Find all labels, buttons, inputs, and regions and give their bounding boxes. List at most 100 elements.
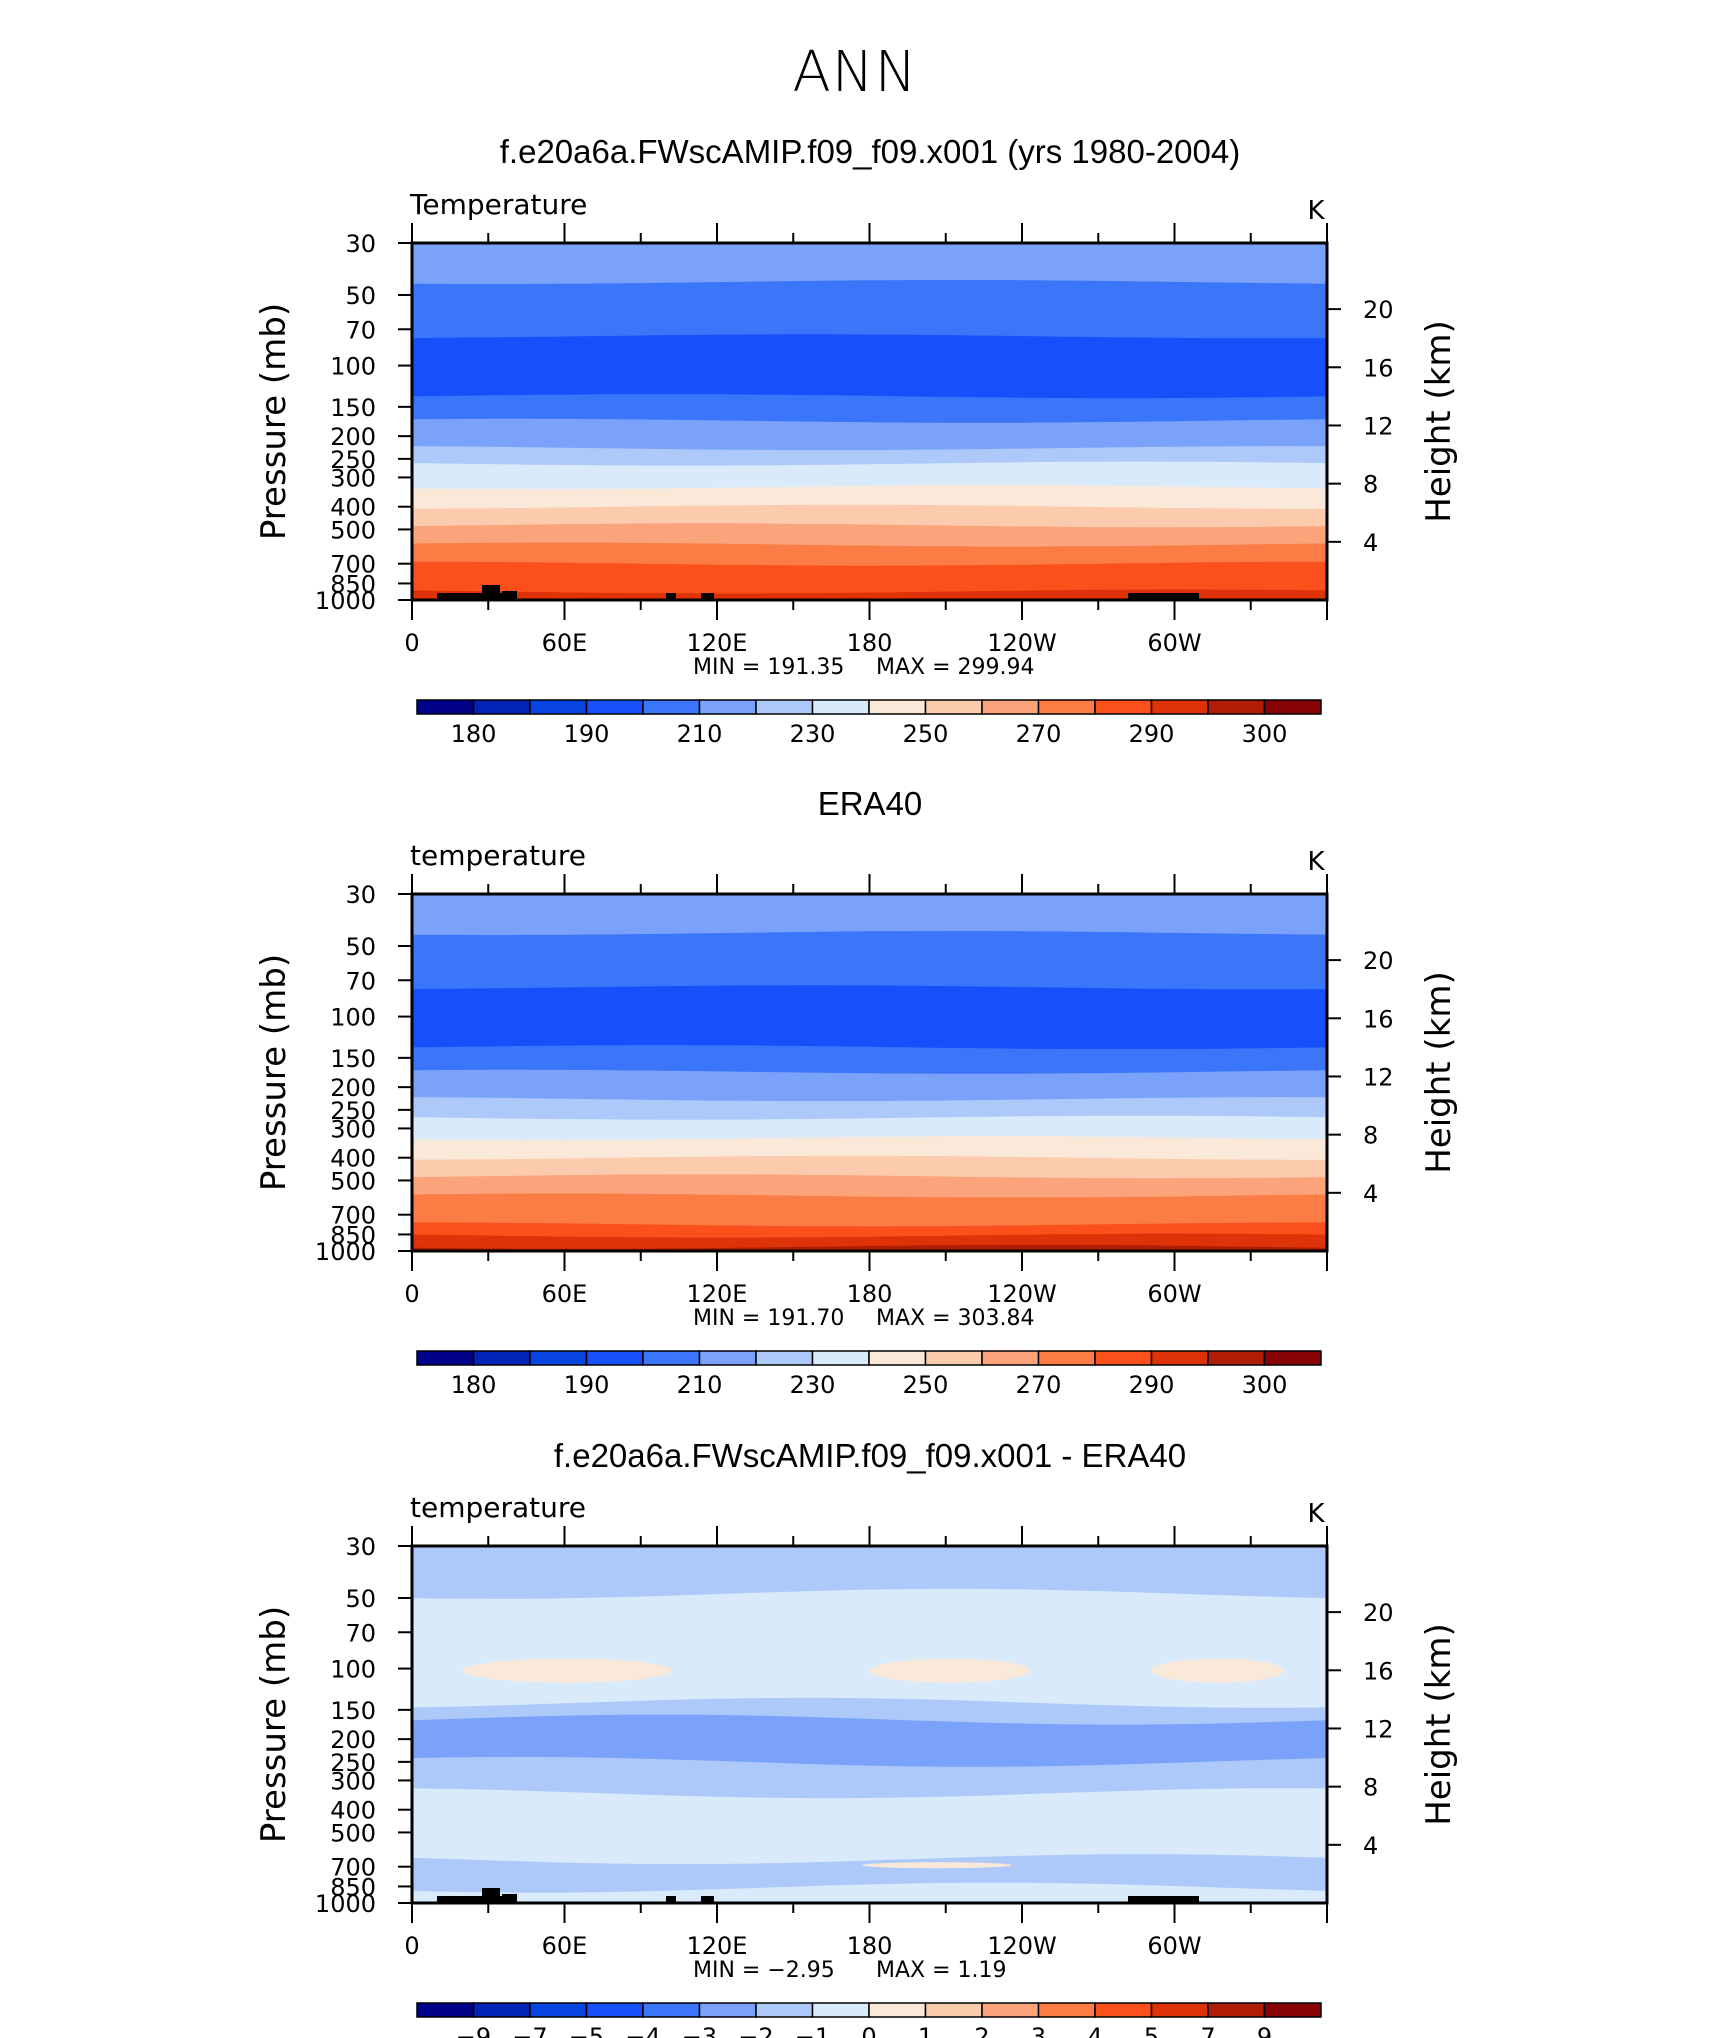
y-tick-label: 400 [330,1145,376,1173]
x-tick-label: 120E [687,629,748,657]
variable-label: Temperature [409,188,587,221]
y-tick-label: 500 [330,1167,376,1195]
y-tick-label: 850 [330,1221,376,1249]
y-axis-title: Pressure (mb) [254,1606,294,1843]
colorbar-swatch [1037,1350,1096,1366]
x-tick-label: 120E [687,1932,748,1960]
y-tick-label: 1000 [315,1238,376,1266]
colorbar-swatch [755,1350,814,1366]
y-tick-label: 50 [345,933,376,961]
colorbar-swatch [1263,1350,1322,1366]
y-right-tick-label: 20 [1363,296,1394,324]
max-label: MAX = 1.19 [876,1958,1007,1983]
colorbar-label: 3 [1031,2023,1046,2038]
min-label: MIN = −2.95 [693,1958,835,1983]
colorbar-swatch [472,699,531,715]
y-axis-title: Pressure (mb) [254,954,294,1191]
colorbar-swatch [1207,2002,1266,2018]
colorbar-swatch [755,2002,814,2018]
colorbar-label: 250 [903,720,949,748]
y-tick-label: 200 [330,1726,376,1754]
panel-2-title: ERA40 [817,785,923,822]
y-right-tick-label: 20 [1363,947,1394,975]
topography-mask [502,1894,517,1903]
topography-mask [1128,593,1199,600]
colorbar-label: −2 [738,2023,773,2038]
colorbar-swatch [1207,1350,1266,1366]
y-tick-label: 1000 [315,1890,376,1918]
colorbar-swatch [1263,2002,1322,2018]
x-tick-label: 60E [542,1932,588,1960]
colorbar-label: −7 [512,2023,547,2038]
y-tick-label: 100 [330,353,376,381]
y-tick-label: 1000 [315,587,376,615]
colorbar-label: 5 [1144,2023,1159,2038]
x-tick-label: 60W [1147,1280,1201,1308]
y-tick-label: 200 [330,423,376,451]
panel-2: 0 60E 120E 180 120W 60W3050701001502002503004… [254,839,1459,1399]
colorbar-label: −1 [795,2023,830,2038]
colorbar-label: 0 [861,2023,876,2038]
y-tick-label: 30 [345,230,376,258]
x-tick-label: 0 [404,1280,419,1308]
topography-mask [437,1896,517,1903]
colorbar-label: −3 [682,2023,717,2038]
colorbar-swatch [868,1350,927,1366]
y-right-tick-label: 16 [1363,1005,1394,1033]
y-right-tick-label: 12 [1363,1715,1394,1743]
contour-field [412,894,1327,1251]
colorbar-label: 2 [974,2023,989,2038]
colorbar-swatch [924,1350,983,1366]
units-label: K [1307,196,1325,226]
y-tick-label: 70 [345,316,376,344]
colorbar-swatch [1037,2002,1096,2018]
colorbar-swatch [585,699,644,715]
colorbar-label: 7 [1200,2023,1215,2038]
colorbar-swatch [1150,2002,1209,2018]
x-tick-label: 180 [847,629,893,657]
colorbar-label: 270 [1016,1371,1062,1399]
colorbar-swatch [416,2002,475,2018]
contour-field [412,1546,1327,1903]
units-label: K [1307,1499,1325,1529]
colorbar-swatch [811,1350,870,1366]
x-tick-label: 180 [847,1932,893,1960]
topography-mask [482,585,500,600]
min-label: MIN = 191.35 [693,655,844,680]
topography-mask [437,593,517,600]
colorbar-label: 250 [903,1371,949,1399]
y-tick-label: 50 [345,1585,376,1613]
colorbar-swatch [981,2002,1040,2018]
colorbar-swatch [698,2002,757,2018]
colorbar-swatch [868,699,927,715]
x-tick-label: 60E [542,1280,588,1308]
colorbar-label: 290 [1129,720,1175,748]
y-right-axis-title: Height (km) [1419,320,1459,523]
colorbar-swatch [924,2002,983,2018]
contour-band [412,589,1327,600]
colorbar-label: 210 [677,720,723,748]
y-tick-label: 300 [330,1767,376,1795]
figure-title: ANN [792,40,918,105]
x-tick-label: 180 [847,1280,893,1308]
colorbar-swatch [981,699,1040,715]
x-tick-label: 0 [404,629,419,657]
y-tick-label: 850 [330,570,376,598]
x-tick-label: 120E [687,1280,748,1308]
colorbar-swatch [1094,699,1153,715]
colorbar-label: 300 [1242,720,1288,748]
colorbar-swatch [642,699,701,715]
colorbar-swatch [472,2002,531,2018]
colorbar-label: 1 [918,2023,933,2038]
variable-label: temperature [410,839,586,872]
colorbar-swatch [1037,699,1096,715]
variable-label: temperature [410,1491,586,1524]
y-tick-label: 250 [330,1749,376,1777]
y-tick-label: 200 [330,1074,376,1102]
x-tick-label: 120W [987,1932,1057,1960]
topography-mask [701,1896,714,1903]
colorbar-label: 180 [451,1371,497,1399]
colorbar-label: 230 [790,720,836,748]
contour-band [412,1882,1327,1903]
